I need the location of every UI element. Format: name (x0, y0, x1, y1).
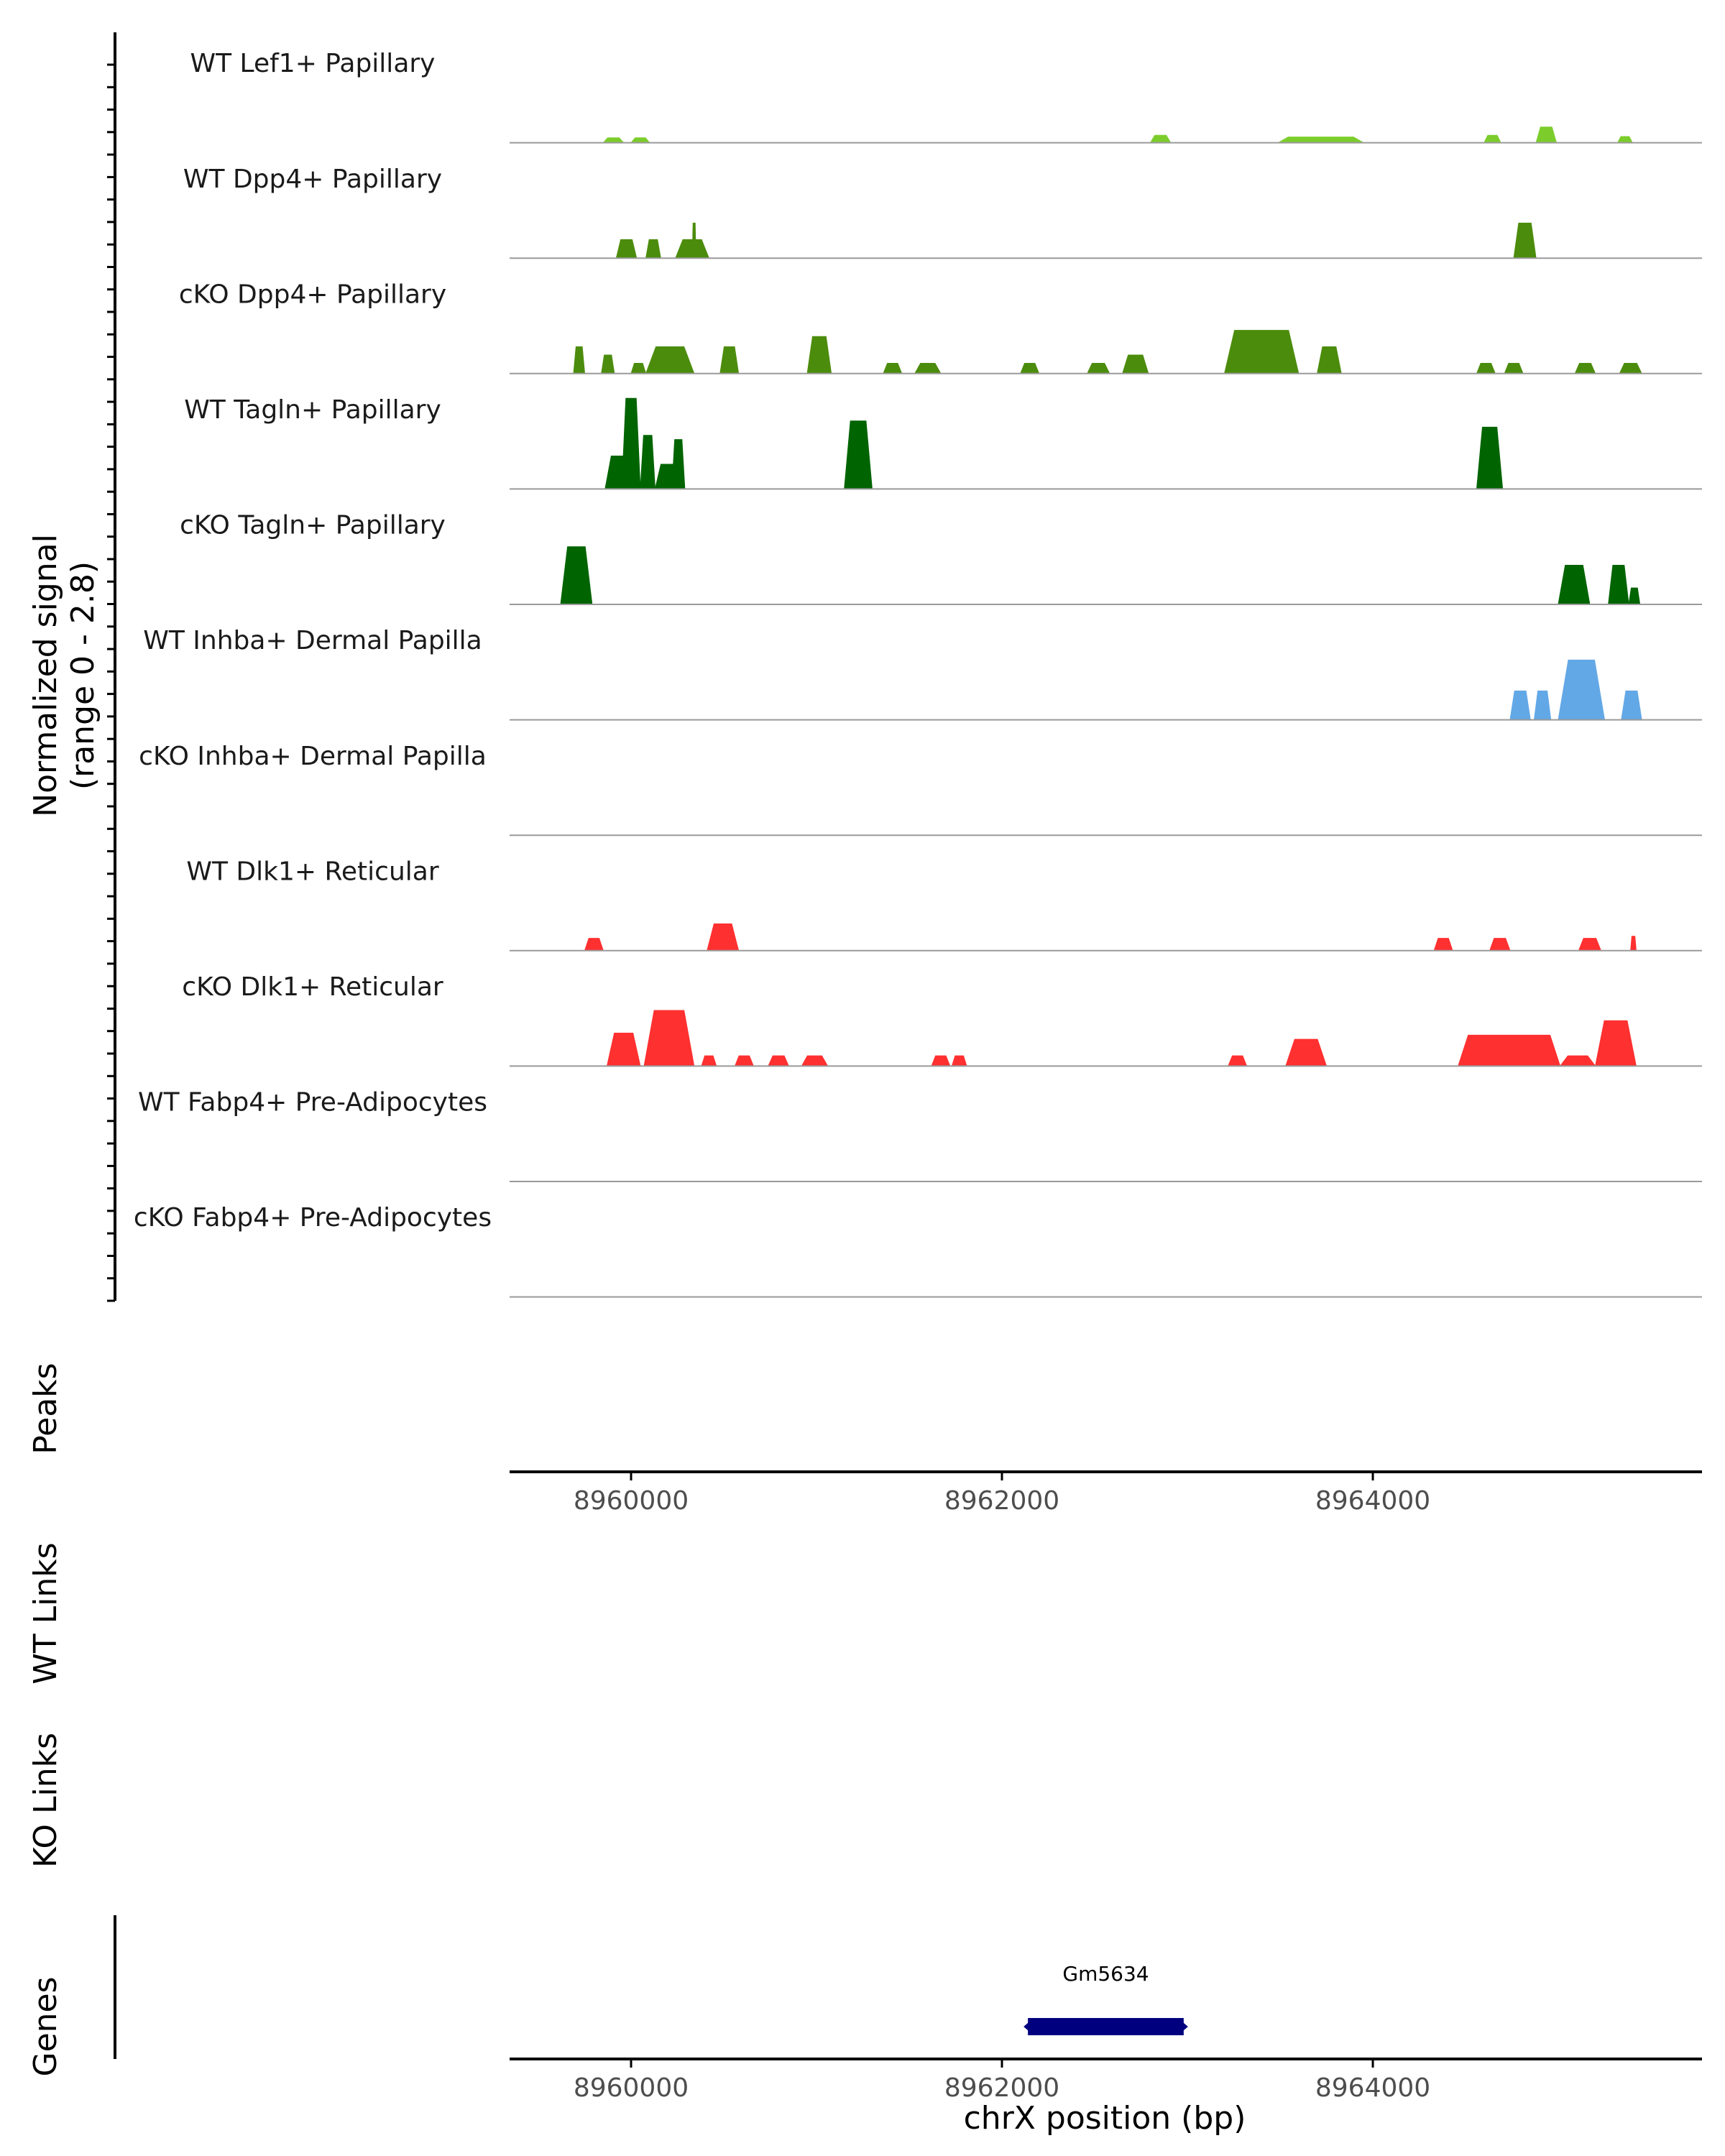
track-label: cKO Inhba+ Dermal Papilla (139, 742, 487, 771)
coverage-peak (1458, 1034, 1561, 1067)
gene-name-label: Gm5634 (1062, 1962, 1149, 1986)
y-axis-label-range: (range 0 - 2.8) (65, 561, 101, 790)
peaks-track-label: Peaks (27, 1363, 64, 1454)
track-label: cKO Dlk1+ Reticular (182, 972, 443, 1002)
coverage-peak (1630, 936, 1637, 952)
coverage-tracks: WT Lef1+ Papillary WT Dpp4+ Papillary cKO … (134, 49, 1702, 1298)
track-label: WT Dlk1+ Reticular (186, 857, 438, 886)
gene-strand-arrow (1177, 2018, 1188, 2035)
x-axis-label: chrX position (bp) (964, 2100, 1246, 2137)
genes-track-label: Genes (27, 1976, 64, 2076)
x-tick-label: 8962000 (944, 1486, 1059, 1516)
track-label: cKO Fabp4+ Pre-Adipocytes (134, 1203, 492, 1233)
coverage-peak (1223, 330, 1300, 374)
gene-body (1028, 2018, 1184, 2035)
x-tick-label: 8962000 (944, 2073, 1059, 2103)
track-label: cKO Tagln+ Papillary (180, 511, 446, 540)
x-axis-top: 8960000 8962000 8964000 (510, 1470, 1702, 1516)
x-tick-label: 8964000 (1315, 1486, 1430, 1516)
gene-annotations: Gm5634 (1024, 1962, 1188, 2035)
x-tick-label: 8960000 (574, 2073, 689, 2103)
coverage-track: cKO Inhba+ Dermal Papilla (139, 742, 1702, 837)
coverage-peak (691, 222, 696, 259)
wt-links-track-label: WT Links (27, 1542, 64, 1684)
track-label: WT Inhba+ Dermal Papilla (143, 626, 482, 655)
coverage-left-axis (107, 32, 116, 1302)
track-label: WT Dpp4+ Papillary (183, 165, 442, 194)
coverage-track: WT Fabp4+ Pre-Adipocytes (138, 1088, 1702, 1182)
coverage-track: WT Tagln+ Papillary (184, 395, 1702, 490)
ko-links-track-label: KO Links (27, 1733, 64, 1868)
coverage-track: cKO Dpp4+ Papillary (179, 280, 1702, 374)
coverage-peak (1276, 137, 1365, 144)
coverage-track: WT Dpp4+ Papillary (183, 165, 1702, 259)
track-label: WT Lef1+ Papillary (190, 49, 436, 78)
coverage-track: cKO Fabp4+ Pre-Adipocytes (134, 1203, 1702, 1298)
coverage-track: cKO Tagln+ Papillary (180, 511, 1702, 605)
track-label: WT Fabp4+ Pre-Adipocytes (138, 1088, 487, 1118)
x-tick-label: 8960000 (574, 1486, 689, 1516)
x-axis-bottom: 8960000 8962000 8964000 (510, 2058, 1702, 2103)
track-label: cKO Dpp4+ Papillary (179, 280, 446, 309)
track-label: WT Tagln+ Papillary (184, 395, 441, 425)
gene-strand-arrow (1024, 2018, 1034, 2035)
coverage-track: WT Dlk1+ Reticular (186, 857, 1702, 952)
coverage-track: WT Lef1+ Papillary (190, 49, 1702, 144)
y-axis-label: Normalized signal (27, 534, 64, 817)
coverage-track: WT Inhba+ Dermal Papilla (143, 626, 1702, 721)
coverage-track: cKO Dlk1+ Reticular (182, 972, 1702, 1067)
x-tick-label: 8964000 (1315, 2073, 1430, 2103)
